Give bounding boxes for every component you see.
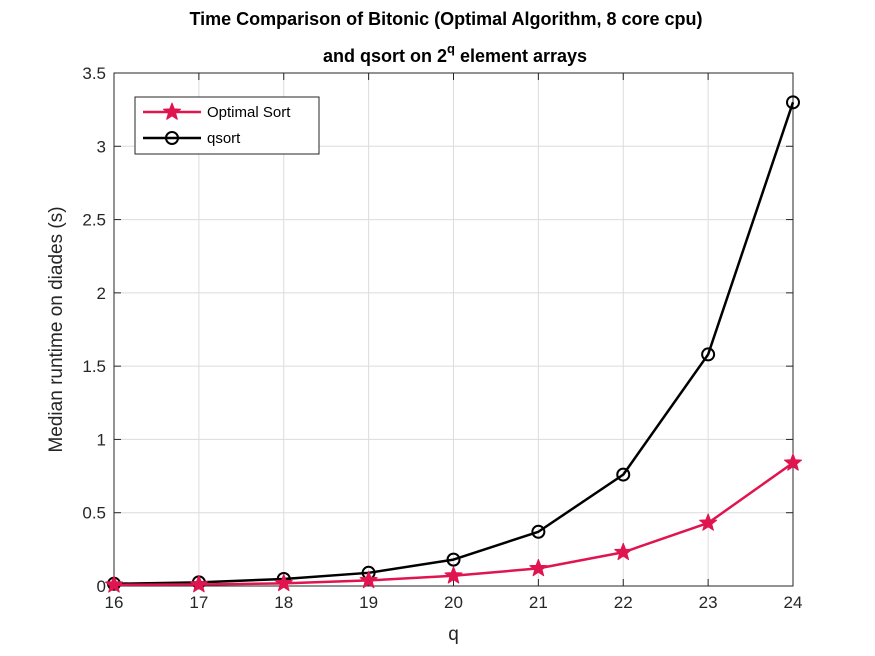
legend-entry-optimal-sort: Optimal Sort <box>143 102 291 121</box>
legend-box <box>134 96 320 155</box>
data-point-optimal-sort <box>359 570 378 589</box>
chart-title-line-2: and qsort on 2q element arrays <box>323 41 587 66</box>
x-tick-label: 23 <box>699 593 718 612</box>
data-point-optimal-sort <box>189 575 208 593</box>
x-tick-label: 22 <box>614 593 633 612</box>
x-tick-label: 20 <box>444 593 463 612</box>
x-tick-label: 19 <box>359 593 378 612</box>
legend-marker-qsort <box>165 131 179 145</box>
data-point-optimal-sort <box>614 542 633 561</box>
legend-entry-qsort: qsort <box>143 130 241 147</box>
chart-title-line-2-prefix: and qsort on 2 <box>323 46 447 66</box>
data-point-optimal-sort <box>699 513 718 531</box>
y-tick-label: 3.5 <box>82 64 106 83</box>
data-point-qsort <box>701 347 716 362</box>
data-point-qsort <box>446 552 461 567</box>
y-tick-label: 1.5 <box>82 357 106 376</box>
y-tick-label: 2.5 <box>82 211 106 230</box>
y-axis-label: Median runtime on diades (s) <box>46 206 67 452</box>
legend: Optimal Sort qsort <box>134 96 320 155</box>
data-point-optimal-sort <box>104 575 124 593</box>
chart-title-line-1: Time Comparison of Bitonic (Optimal Algo… <box>189 9 702 29</box>
x-tick-label: 18 <box>274 593 293 612</box>
y-tick-label: 0.5 <box>82 504 106 523</box>
chart-title-line-2-suffix: element arrays <box>455 46 587 66</box>
series-optimal-sort <box>104 453 803 593</box>
y-tick-label: 3 <box>97 137 106 156</box>
data-point-optimal-sort <box>274 573 293 592</box>
x-tick-label: 16 <box>105 593 124 612</box>
data-point-qsort <box>616 467 631 482</box>
data-point-optimal-sort <box>783 453 803 471</box>
legend-label-qsort: qsort <box>207 130 241 147</box>
y-tick-label: 0 <box>97 577 106 596</box>
x-tick-label: 21 <box>529 593 548 612</box>
legend-label-optimal-sort: Optimal Sort <box>207 104 291 121</box>
x-tick-label: 17 <box>189 593 208 612</box>
chart-title-superscript: q <box>447 41 455 56</box>
x-tick-label: 24 <box>784 593 803 612</box>
data-point-optimal-sort <box>444 566 463 584</box>
y-tick-label: 2 <box>97 284 106 303</box>
y-tick-label: 1 <box>97 430 106 449</box>
data-series <box>104 95 803 593</box>
x-axis-label: q <box>448 624 459 645</box>
legend-marker-optimal-sort <box>162 102 182 120</box>
series-line-qsort <box>113 101 795 586</box>
legend-entries: Optimal Sort qsort <box>143 102 291 147</box>
data-point-optimal-sort <box>529 558 548 577</box>
data-point-qsort <box>531 524 546 539</box>
data-point-qsort <box>786 95 800 110</box>
